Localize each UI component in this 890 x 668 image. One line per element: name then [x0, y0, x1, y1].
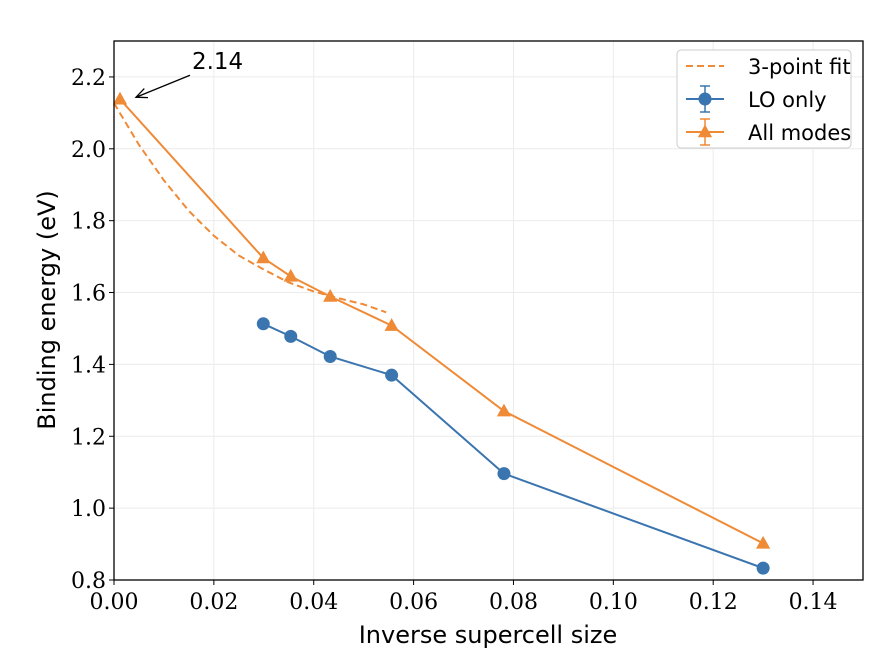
legend: 3-point fit LO only All modes — [676, 49, 852, 149]
y-tick-label: 0.8 — [71, 569, 106, 594]
y-tick-label: 1.6 — [71, 282, 106, 307]
annotation-2-14: 2.14 — [134, 49, 243, 99]
lo-only-point — [256, 317, 270, 331]
x-tick-label: 0.12 — [689, 590, 738, 615]
all-modes-point — [256, 250, 271, 264]
x-tick-label: 0.02 — [189, 590, 238, 615]
y-tick-label: 1.0 — [71, 497, 106, 522]
x-tick-label: 0.06 — [389, 590, 438, 615]
x-tick-label: 0.08 — [489, 590, 538, 615]
lo-only-point — [756, 561, 770, 575]
y-tick-label: 2.2 — [71, 66, 106, 91]
legend-label-all-modes: All modes — [748, 121, 851, 145]
axis-ticks: 0.00 0.02 0.04 0.06 0.08 0.10 0.12 0.14 0.8 1.0 1.… — [71, 66, 838, 615]
legend-marker-lo-only — [698, 92, 712, 106]
plot-frame — [113, 40, 864, 581]
all-modes-point — [112, 91, 128, 105]
y-tick-label: 1.2 — [71, 425, 106, 450]
series-line-all-modes — [119, 98, 764, 545]
lo-only-point — [323, 349, 337, 363]
annotation-arrow-head — [134, 88, 149, 99]
x-tick-label: 0.14 — [789, 590, 838, 615]
grid — [113, 41, 863, 581]
x-axis-label: Inverse supercell size — [359, 621, 618, 649]
legend-box — [676, 49, 852, 149]
legend-label-fit: 3-point fit — [748, 55, 851, 79]
x-tick-label: 0.04 — [289, 590, 338, 615]
all-modes-point — [756, 535, 771, 549]
y-axis-label: Binding energy (eV) — [33, 190, 61, 429]
y-tick-label: 1.8 — [71, 210, 106, 235]
all-modes-point — [384, 318, 399, 331]
lo-only-point — [385, 368, 399, 382]
legend-marker-all-modes — [697, 124, 713, 138]
y-tick-label: 1.4 — [71, 353, 106, 378]
legend-label-lo-only: LO only — [748, 88, 827, 112]
annotation-label: 2.14 — [192, 49, 243, 75]
series-layer — [112, 91, 771, 575]
x-tick-label: 0.00 — [90, 590, 139, 615]
lo-only-point — [284, 329, 298, 343]
all-modes-point — [496, 403, 512, 417]
annotation-arrow — [135, 74, 191, 98]
lo-only-point — [497, 467, 511, 481]
y-tick-label: 2.0 — [71, 138, 106, 163]
x-tick-label: 0.10 — [589, 590, 638, 615]
series-line-3-point-fit — [113, 102, 387, 314]
all-modes-point — [283, 268, 298, 282]
all-modes-point — [323, 288, 338, 302]
